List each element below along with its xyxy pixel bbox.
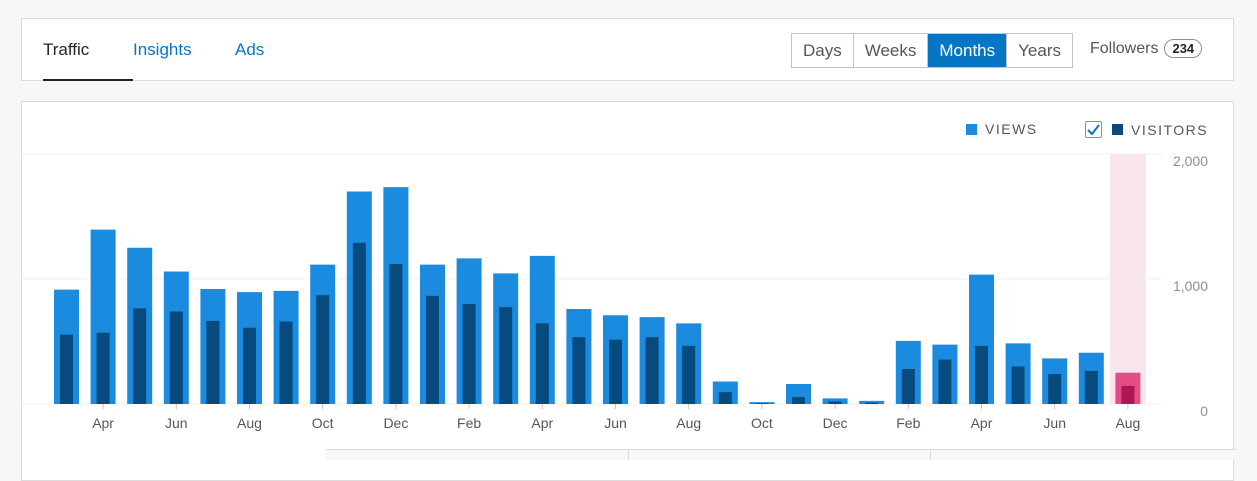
visitors-bar [243, 327, 256, 404]
x-tick-label: Jun [604, 415, 627, 431]
visitors-bar [938, 359, 952, 404]
visitors-bar [60, 334, 73, 404]
visitors-bar [609, 339, 622, 404]
tab-insights-label: Insights [133, 40, 192, 59]
visitors-bar [1011, 366, 1025, 404]
stats-navigation: Traffic Insights Ads Days Weeks Months Y… [21, 18, 1234, 81]
x-tick-label: Apr [971, 415, 993, 431]
x-tick-label: Oct [751, 415, 773, 431]
visitors-bar [975, 345, 988, 404]
followers-count-badge: 234 [1164, 39, 1203, 58]
tab-insights[interactable]: Insights [133, 19, 192, 81]
visitors-bar [279, 321, 293, 404]
sub-tabs-strip [326, 449, 1236, 460]
x-tick-label: Aug [1115, 415, 1140, 431]
followers-link[interactable]: Followers 234 [1090, 39, 1203, 58]
visitors-bar [718, 392, 732, 404]
views-bar [859, 400, 885, 404]
visitors-bar [1084, 370, 1098, 404]
period-selector: Days Weeks Months Years [791, 33, 1073, 68]
y-tick-label: 2,000 [1173, 153, 1208, 169]
period-weeks-button[interactable]: Weeks [853, 34, 929, 67]
x-tick-label: Aug [676, 415, 701, 431]
views-bar [822, 398, 848, 404]
visitors-bar [169, 311, 183, 404]
x-tick-label: Apr [531, 415, 553, 431]
legend-views-label: VIEWS [985, 121, 1038, 137]
visitors-bar [462, 304, 476, 404]
visitors-bar [499, 307, 513, 404]
visitors-bar [426, 295, 439, 404]
legend-views: VIEWS [966, 121, 1038, 137]
tab-traffic-label: Traffic [43, 40, 90, 59]
visitors-checkbox[interactable] [1085, 121, 1102, 138]
views-swatch [966, 123, 977, 135]
x-tick-label: Dec [823, 415, 848, 431]
visitors-bar [828, 401, 842, 404]
period-years-button[interactable]: Years [1007, 34, 1072, 67]
visitors-bar [352, 242, 366, 404]
x-tick-label: Oct [312, 415, 334, 431]
tab-traffic[interactable]: Traffic [43, 19, 133, 81]
followers-label: Followers [1090, 39, 1159, 57]
tab-ads-label: Ads [235, 40, 265, 59]
period-days-button[interactable]: Days [792, 34, 854, 67]
y-tick-label: 0 [1200, 403, 1208, 419]
visitors-bar [389, 264, 403, 404]
visitors-bar [755, 403, 769, 404]
y-tick-label: 1,000 [1173, 278, 1208, 294]
visitors-bar [206, 320, 220, 404]
x-tick-label: Feb [896, 415, 920, 431]
legend-visitors-label: VISITORS [1131, 121, 1209, 138]
x-tick-label: Apr [92, 415, 114, 431]
visitors-bar [535, 323, 549, 404]
visitors-bar [901, 369, 915, 404]
visitors-bar [96, 332, 110, 404]
visitors-bar [572, 337, 586, 404]
chart-panel: VIEWS VISITORS 2,000 1,000 0 Apr Jun Aug Oct De… [21, 101, 1234, 481]
x-tick-label: Aug [237, 415, 262, 431]
checkmark-icon [1087, 124, 1100, 135]
x-tick-label: Dec [383, 415, 408, 431]
visitors-bar [316, 295, 330, 404]
x-tick-label: Jun [1043, 415, 1066, 431]
views-bar [749, 402, 775, 404]
visitors-bar [1121, 385, 1135, 404]
x-tick-label: Jun [165, 415, 188, 431]
visitors-bar [645, 337, 659, 404]
tab-ads[interactable]: Ads [235, 19, 264, 81]
monthly-traffic-chart: 2,000 1,000 0 Apr Jun Aug Oct Dec Feb Apr Jun Aug Oc… [22, 153, 1208, 431]
visitors-bar [682, 345, 696, 404]
legend-visitors: VISITORS [1085, 121, 1208, 138]
visitors-bar [133, 308, 147, 404]
x-tick-label: Feb [457, 415, 481, 431]
visitors-swatch [1112, 124, 1123, 135]
visitors-bar [865, 402, 879, 404]
visitors-bar [792, 397, 805, 404]
visitors-bar [1048, 374, 1062, 404]
period-months-button[interactable]: Months [928, 34, 1008, 67]
